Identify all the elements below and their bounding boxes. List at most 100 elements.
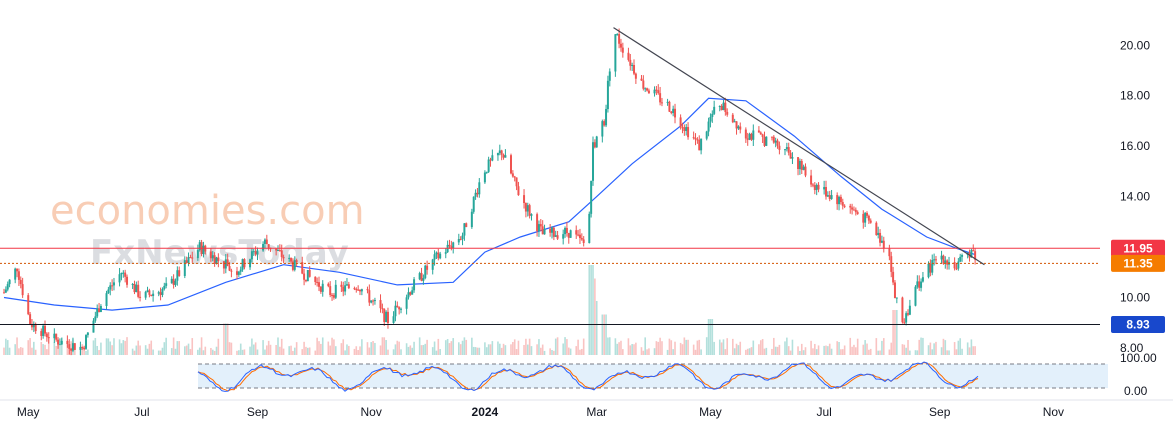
candle-body (489, 159, 492, 161)
candle-body (934, 259, 937, 261)
candle-body (789, 152, 792, 159)
candle-body (763, 136, 766, 146)
candle-body (161, 289, 164, 295)
volume-bar (359, 346, 361, 355)
volume-bar (940, 347, 943, 355)
volume-bar (761, 339, 764, 355)
candle-body (30, 324, 33, 328)
x-tick-label: Jul (816, 405, 831, 419)
watermark-publisher: FxNewsToday (90, 233, 349, 273)
candle-body (29, 314, 32, 325)
volume-bar (204, 346, 207, 355)
candle-body (202, 245, 205, 255)
volume-bar (644, 337, 646, 355)
candle-body (815, 184, 818, 191)
volume-bar (137, 340, 140, 355)
candle-body (785, 147, 788, 150)
volume-bar (502, 343, 505, 355)
price-level-badge (1111, 239, 1165, 257)
volume-bar (131, 348, 134, 355)
volume-bar (616, 343, 619, 355)
candle-body (504, 155, 507, 158)
volume-bar (909, 350, 911, 355)
candle-body (435, 252, 438, 255)
x-tick-label: Nov (1043, 405, 1064, 419)
volume-bar (305, 346, 307, 355)
candle-body (340, 284, 343, 287)
volume-bar (385, 339, 387, 355)
candle-body (398, 307, 401, 310)
volume-bar (161, 347, 164, 355)
volume-bar (420, 345, 423, 355)
volume-bar (228, 342, 231, 355)
candle-body (595, 136, 598, 148)
volume-bar (256, 349, 259, 355)
volume-bar (504, 345, 507, 355)
volume-bar (759, 340, 762, 355)
candle-body (58, 344, 61, 346)
volume-bar (210, 347, 212, 355)
volume-bar (603, 314, 605, 355)
candle-body (16, 268, 19, 272)
volume-bar (750, 347, 753, 355)
candle-body (502, 154, 505, 158)
candle-body (8, 279, 11, 285)
candle-body (646, 88, 649, 91)
candle-body (957, 261, 960, 269)
volume-bar (152, 349, 154, 355)
candle-body (735, 121, 738, 129)
volume-bar (786, 337, 788, 355)
candle-body (355, 289, 358, 291)
candle-body (802, 166, 805, 170)
volume-bar (536, 344, 538, 355)
candle-body (189, 257, 192, 259)
volume-bar (661, 341, 663, 355)
candle-body (759, 132, 762, 135)
candle-body (696, 139, 699, 141)
volume-bar (215, 346, 218, 355)
candle-body (263, 239, 266, 244)
candle-body (843, 205, 846, 207)
candle-body (659, 93, 662, 103)
candle-body (290, 257, 293, 262)
volume-bar (668, 338, 671, 355)
volume-bar (301, 349, 304, 355)
volume-bar (566, 339, 568, 355)
candle-body (381, 308, 384, 310)
candle-body (280, 250, 283, 258)
candle-body (288, 257, 291, 259)
candle-body (6, 284, 9, 290)
volume-bar (426, 339, 428, 355)
volume-bar (653, 348, 656, 355)
candle-body (17, 271, 20, 280)
candle-body (187, 257, 190, 263)
candle-body (713, 106, 716, 114)
volume-bar (200, 337, 203, 355)
volume-bar (711, 319, 714, 355)
volume-bar (745, 349, 747, 355)
candle-body (483, 172, 486, 183)
candle-body (85, 335, 88, 349)
candle-body (592, 142, 595, 181)
watermark-brand: economies.com (50, 188, 365, 234)
candle-body (810, 175, 813, 185)
trendline-layer[interactable] (613, 27, 985, 266)
candle-body (40, 331, 43, 336)
volume-bar (122, 340, 125, 355)
volume-bar (329, 345, 331, 355)
volume-bar (828, 343, 831, 355)
volume-bar (27, 340, 30, 355)
candle-body (757, 130, 760, 133)
candle-body (565, 227, 568, 234)
candle-body (901, 297, 904, 323)
candle-body (511, 173, 514, 177)
volume-bar (163, 342, 166, 355)
volume-bar (198, 347, 201, 355)
candle-body (465, 223, 468, 228)
candle-body (53, 333, 56, 339)
candle-body (618, 34, 621, 44)
volume-bar (827, 346, 829, 355)
volume-bar (823, 345, 825, 355)
